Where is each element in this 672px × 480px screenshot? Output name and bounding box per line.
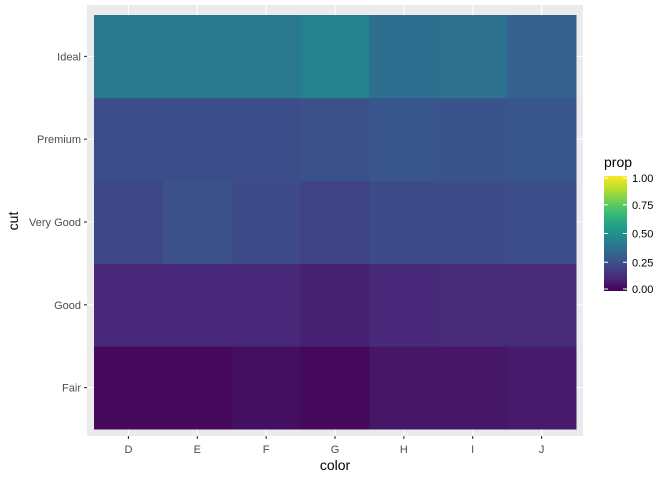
legend-title: prop [604, 154, 632, 170]
heatmap-tile-F-good [231, 263, 302, 347]
heatmap-tile-J-ideal [507, 15, 577, 99]
legend-label: 0.00 [632, 284, 653, 296]
heatmap-tile-I-premium [438, 97, 508, 182]
heatmap-tile-I-very-good [438, 180, 508, 264]
heatmap-tile-F-very-good [231, 180, 302, 264]
y-axis-title: cut [5, 212, 21, 231]
heatmap-tile-J-very-good [507, 180, 577, 264]
heatmap-tile-G-good [300, 263, 370, 347]
x-axis-title: color [320, 457, 351, 473]
heatmap-tile-D-good [94, 263, 164, 347]
heatmap-tile-E-fair [162, 346, 233, 430]
legend-label: 0.25 [632, 257, 653, 269]
legend-colorbar [604, 176, 627, 291]
heatmap-tile-D-premium [94, 97, 164, 182]
heatmap-tile-F-premium [231, 97, 302, 182]
x-tick-label: I [471, 444, 474, 456]
heatmap-tile-I-ideal [438, 15, 508, 99]
heatmap-tile-J-premium [507, 97, 577, 182]
legend: prop 0.00 0.25 0.50 0.75 1.00 [604, 154, 653, 296]
x-tick-label: H [400, 444, 408, 456]
heatmap-tile-J-good [507, 263, 577, 347]
heatmap-tile-I-fair [438, 346, 508, 430]
y-tick-label: Very Good [29, 217, 81, 229]
legend-label: 0.50 [632, 229, 653, 241]
heatmap-tile-J-fair [507, 346, 577, 430]
legend-label: 0.75 [632, 200, 653, 212]
x-tick-label: E [194, 444, 201, 456]
x-tick-label: G [331, 444, 340, 456]
heatmap-tile-G-fair [300, 346, 370, 430]
y-tick-label: Ideal [57, 51, 81, 63]
heatmap-tile-G-ideal [300, 15, 370, 99]
y-tick-label: Fair [62, 383, 81, 395]
y-tick-label: Premium [37, 134, 81, 146]
heatmap-tile-H-good [369, 263, 439, 347]
x-axis: D E F G H I J [124, 436, 544, 456]
heatmap-tile-D-very-good [94, 180, 164, 264]
heatmap-tile-F-fair [231, 346, 302, 430]
x-tick-label: D [124, 444, 132, 456]
legend-label: 1.00 [632, 173, 653, 185]
y-axis: Fair Good Very Good Premium Ideal [29, 51, 87, 395]
heatmap-tile-F-ideal [231, 15, 302, 99]
heatmap-tiles [94, 15, 577, 430]
heatmap-tile-G-very-good [300, 180, 370, 264]
heatmap-tile-E-good [162, 263, 233, 347]
heatmap-tile-H-very-good [369, 180, 439, 264]
heatmap-tile-G-premium [300, 97, 370, 182]
heatmap-tile-E-ideal [162, 15, 233, 99]
heatmap-tile-E-premium [162, 97, 233, 182]
heatmap-tile-H-premium [369, 97, 439, 182]
x-tick-label: J [539, 444, 545, 456]
heatmap-tile-E-very-good [162, 180, 233, 264]
heatmap-tile-D-fair [94, 346, 164, 430]
heatmap-tile-H-ideal [369, 15, 439, 99]
heatmap-tile-D-ideal [94, 15, 164, 99]
heatmap-tile-I-good [438, 263, 508, 347]
y-tick-label: Good [54, 300, 81, 312]
heatmap-tile-H-fair [369, 346, 439, 430]
legend-ticks: 0.00 0.25 0.50 0.75 1.00 [604, 173, 653, 296]
x-tick-label: F [263, 444, 270, 456]
